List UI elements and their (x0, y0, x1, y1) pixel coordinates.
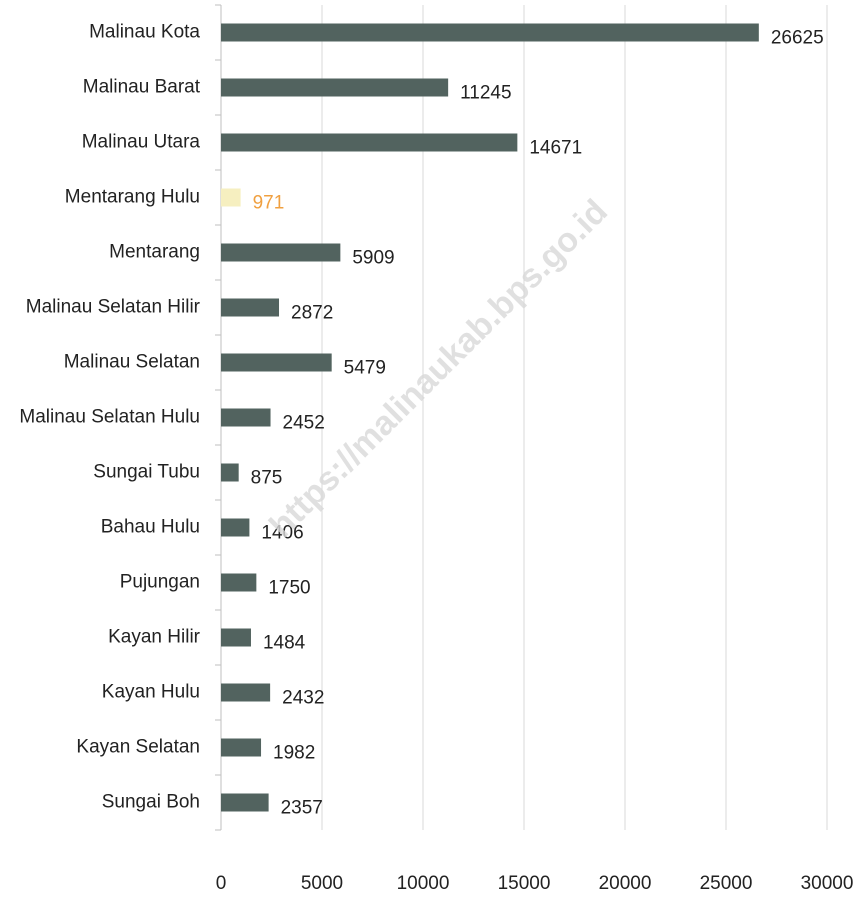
data-label: 1982 (273, 743, 315, 764)
x-tick-label: 0 (216, 873, 227, 894)
data-label: 1406 (261, 523, 303, 544)
bar (221, 78, 449, 97)
x-tick-label: 15000 (498, 873, 551, 894)
bar (221, 23, 759, 42)
bar (221, 133, 518, 152)
bar (221, 353, 332, 372)
x-tick-label: 25000 (700, 873, 753, 894)
y-tick-label: Malinau Barat (83, 77, 201, 98)
bar (221, 408, 271, 427)
y-tick-label: Pujungan (120, 572, 200, 593)
data-label: 1750 (268, 578, 310, 599)
data-label: 2452 (283, 413, 325, 434)
data-label: 2872 (291, 303, 333, 324)
x-tick-label: 20000 (599, 873, 652, 894)
y-tick-label: Kayan Hilir (108, 627, 201, 648)
bar (221, 298, 280, 317)
y-tick-label: Malinau Utara (82, 132, 201, 153)
y-tick-label: Sungai Tubu (93, 462, 200, 483)
y-tick-label: Kayan Hulu (102, 682, 200, 703)
data-label: 2357 (281, 798, 323, 819)
data-label: 875 (251, 468, 283, 489)
bar (221, 628, 251, 647)
y-tick-label: Malinau Selatan Hulu (19, 407, 200, 428)
data-label: 5909 (352, 248, 394, 269)
x-tick-label: 30000 (801, 873, 854, 894)
y-tick-label: Sungai Boh (102, 792, 200, 813)
data-label: 5479 (344, 358, 386, 379)
bar (221, 518, 250, 537)
bar (221, 793, 269, 812)
bar (221, 573, 257, 592)
bar (221, 188, 241, 207)
y-tick-label: Malinau Selatan Hilir (26, 297, 201, 318)
bar (221, 683, 271, 702)
data-label: 2432 (282, 688, 324, 709)
data-label: 26625 (771, 28, 824, 49)
y-tick-label: Malinau Selatan (64, 352, 200, 373)
bar (221, 243, 341, 262)
data-label: 971 (253, 193, 285, 214)
x-tick-label: 5000 (301, 873, 343, 894)
x-tick-label: 10000 (397, 873, 450, 894)
data-label: 14671 (529, 138, 582, 159)
y-tick-label: Malinau Kota (89, 22, 200, 43)
y-tick-label: Mentarang (109, 242, 200, 263)
bar (221, 738, 262, 757)
data-label: 1484 (263, 633, 306, 654)
y-tick-label: Bahau Hulu (101, 517, 200, 538)
y-tick-label: Kayan Selatan (76, 737, 200, 758)
y-tick-label: Mentarang Hulu (65, 187, 200, 208)
bar (221, 463, 239, 482)
data-label: 11245 (460, 83, 511, 104)
